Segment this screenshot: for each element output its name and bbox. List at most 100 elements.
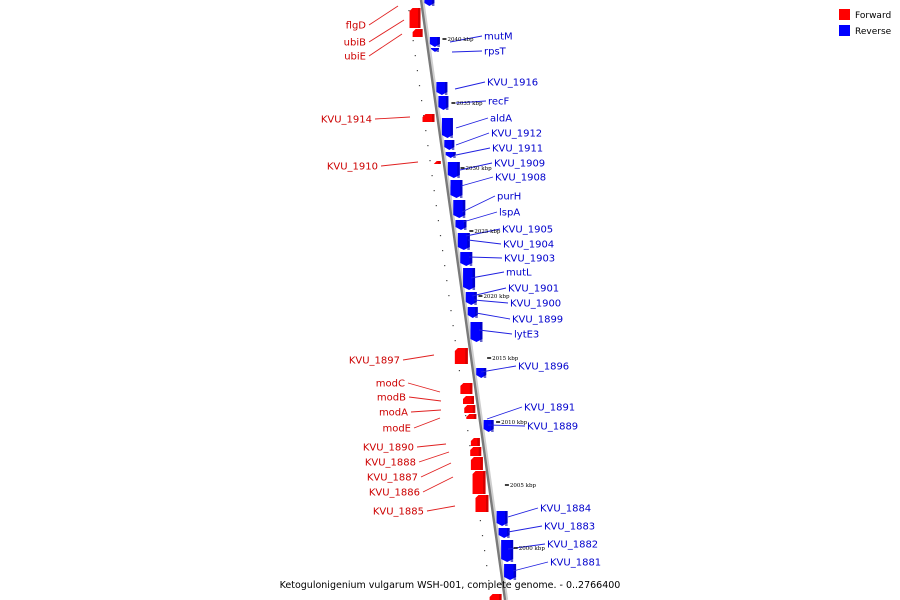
leader-line xyxy=(455,147,491,156)
gene-label-recf: recF xyxy=(488,97,510,108)
tick-label-2005-kbp: 2005 kbp xyxy=(510,483,537,489)
reverse-gene-block xyxy=(444,140,455,150)
leader-line xyxy=(407,382,441,393)
genome-backbone xyxy=(419,0,509,600)
leader-line xyxy=(455,132,490,146)
reverse-gene-block xyxy=(463,268,476,290)
legend: Forward Reverse xyxy=(839,9,892,37)
leader-line xyxy=(449,35,483,43)
gene-label-flgd: flgD xyxy=(346,21,367,32)
reverse-gene-block xyxy=(501,540,514,562)
gene-label-ubib: ubiB xyxy=(344,38,366,49)
reverse-gene-block xyxy=(447,162,460,178)
gene-label-lspa: lspA xyxy=(499,208,520,219)
gene-label-kvu-1909: KVU_1909 xyxy=(494,159,545,170)
tick-label-2020-kbp: 2020 kbp xyxy=(483,294,510,300)
reverse-gene-block xyxy=(455,220,467,230)
forward-gene-block xyxy=(470,447,482,456)
tick-label-2000-kbp: 2000 kbp xyxy=(519,546,546,552)
leader-line xyxy=(480,365,517,373)
tick-label-2040-kbp: 2040 kbp xyxy=(447,37,474,43)
gene-label-kvu-1896: KVU_1896 xyxy=(518,362,569,373)
reverse-gene-block xyxy=(429,37,440,47)
reverse-gene-block xyxy=(424,0,435,6)
gene-label-ubie: ubiE xyxy=(344,52,366,63)
forward-gene-block xyxy=(463,396,474,404)
gene-label-kvu-1899: KVU_1899 xyxy=(512,315,563,326)
leader-line xyxy=(470,271,505,279)
reverse-gene-block xyxy=(504,564,517,580)
leader-line xyxy=(455,100,487,104)
gene-label-kvu-1901: KVU_1901 xyxy=(508,284,559,295)
forward-gene-block xyxy=(489,594,502,600)
legend-reverse-swatch xyxy=(839,25,850,36)
gene-label-kvu-1916: KVU_1916 xyxy=(487,78,538,89)
leader-line xyxy=(368,33,403,57)
leader-line xyxy=(462,211,498,223)
forward-gene-block xyxy=(464,405,476,413)
gene-blocks xyxy=(409,0,517,600)
tick-label-2015-kbp: 2015 kbp xyxy=(492,356,519,362)
gene-label-kvu-1908: KVU_1908 xyxy=(495,173,546,184)
gene-label-kvu-1883: KVU_1883 xyxy=(544,522,595,533)
leader-line xyxy=(455,117,489,129)
gene-label-alda: aldA xyxy=(490,114,512,125)
leader-line xyxy=(416,443,447,448)
leader-line xyxy=(461,195,496,213)
leader-line xyxy=(471,287,507,297)
leader-line xyxy=(512,561,549,572)
forward-gene-block xyxy=(433,161,441,164)
leader-line xyxy=(368,5,399,26)
leader-line xyxy=(467,239,502,245)
reverse-gene-block xyxy=(483,420,494,432)
leader-line xyxy=(368,19,405,43)
leader-line xyxy=(460,176,494,187)
map-caption: Ketogulonigenium vulgarum WSH-001, compl… xyxy=(280,580,621,591)
gene-label-kvu-1897: KVU_1897 xyxy=(349,356,400,367)
reverse-gene-block xyxy=(496,511,508,526)
legend-reverse-label: Reverse xyxy=(855,27,892,37)
reverse-gene-block xyxy=(453,200,466,218)
gene-label-kvu-1884: KVU_1884 xyxy=(540,504,591,515)
gene-label-kvu-1888: KVU_1888 xyxy=(365,458,416,469)
leader-line xyxy=(413,417,441,429)
gene-label-kvu-1912: KVU_1912 xyxy=(491,129,542,140)
tick-label-2035-kbp: 2035 kbp xyxy=(456,101,483,107)
reverse-gene-block xyxy=(467,307,478,318)
leader-line xyxy=(478,329,513,335)
gene-label-kvu-1891: KVU_1891 xyxy=(524,403,575,414)
gene-label-kvu-1911: KVU_1911 xyxy=(492,144,543,155)
gene-label-mutm: mutM xyxy=(484,32,513,43)
backbone-line xyxy=(419,0,507,600)
ruler-dots xyxy=(408,10,490,582)
reverse-gene-block xyxy=(436,82,448,95)
reverse-gene-block xyxy=(460,252,473,266)
leader-line xyxy=(465,228,501,237)
forward-gene-block xyxy=(412,29,423,37)
reverse-gene-block xyxy=(441,118,453,138)
leader-line xyxy=(473,299,509,304)
leader-line xyxy=(380,161,419,167)
forward-gene-block xyxy=(470,457,483,470)
reverse-gene-block xyxy=(457,233,470,250)
gene-label-kvu-1886: KVU_1886 xyxy=(369,488,420,499)
leader-line xyxy=(408,396,442,402)
gene-label-kvu-1905: KVU_1905 xyxy=(502,225,553,236)
gene-label-purh: purH xyxy=(497,192,521,203)
gene-label-mode: modE xyxy=(382,424,411,435)
gene-label-modc: modC xyxy=(376,379,405,390)
forward-gene-block xyxy=(460,383,473,394)
leader-line xyxy=(475,312,511,320)
label-leaders xyxy=(368,5,549,572)
leader-line xyxy=(507,525,543,533)
leader-line xyxy=(418,451,450,463)
reverse-gene-block xyxy=(431,48,439,52)
leader-line xyxy=(487,424,526,427)
kbp-ticks: 2040 kbp 2035 kbp 2030 kbp 2025 kbp 2020 kbp… xyxy=(442,37,545,552)
reverse-gene-block xyxy=(465,292,477,305)
leader-line xyxy=(451,50,483,53)
legend-forward-label: Forward xyxy=(855,11,891,21)
gene-label-kvu-1910: KVU_1910 xyxy=(327,162,378,173)
gene-label-kvu-1885: KVU_1885 xyxy=(373,507,424,518)
